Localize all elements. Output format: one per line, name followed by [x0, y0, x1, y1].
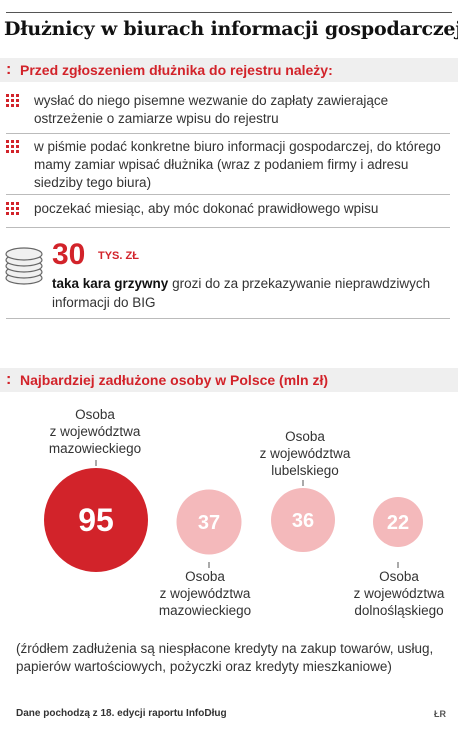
section-marker-icon: :: [6, 61, 12, 78]
fine-description: taka kara grzywny grozi do za przekazywa…: [52, 274, 442, 312]
bubble-label-line: z województwa: [259, 446, 351, 461]
bubble-1: [176, 489, 242, 555]
section-marker-icon: :: [6, 371, 12, 388]
top-rule: [6, 12, 452, 13]
list-item: w piśmie podać konkretne biuro informacj…: [6, 138, 452, 194]
fine-amount: 30: [52, 238, 86, 271]
bubble-value-1: 37: [198, 512, 220, 534]
source-note: Dane pochodzą z 18. edycji raportu InfoD…: [16, 708, 227, 719]
list-item-text: wysłać do niego pisemne wezwanie do zapł…: [34, 93, 389, 126]
divider: [6, 227, 450, 228]
list-item-text: w piśmie podać konkretne biuro informacj…: [34, 139, 441, 190]
section1-header: : Przed zgłoszeniem dłużnika do rejestru…: [0, 58, 458, 82]
bubble-label-line: dolnośląskiego: [354, 603, 444, 618]
grid-bullet-icon: [6, 94, 19, 107]
list-item: poczekać miesiąc, aby móc dokonać prawid…: [6, 200, 452, 220]
section1-header-text: Przed zgłoszeniem dłużnika do rejestru n…: [20, 62, 333, 78]
bubble-label-line: Osoba: [285, 429, 325, 444]
bubble-2: [271, 488, 335, 552]
bubble-label-line: z województwa: [159, 586, 251, 601]
list-item-text: poczekać miesiąc, aby móc dokonać prawid…: [34, 201, 379, 216]
bubble-0: [44, 468, 148, 572]
bubble-label-0: Osoba z województwa mazowieckiego: [30, 406, 160, 457]
divider: [6, 194, 450, 195]
author-credit: ŁR: [434, 709, 446, 719]
grid-bullet-icon: [6, 140, 19, 153]
bubble-label-line: Osoba: [379, 569, 419, 584]
list-item: wysłać do niego pisemne wezwanie do zapł…: [6, 92, 452, 132]
fine-rest: grozi do za przekazywanie nieprawdziwych…: [52, 276, 431, 310]
bubble-label-2: Osoba z województwa lubelskiego: [240, 428, 370, 479]
divider: [6, 133, 450, 134]
bubble-label-line: lubelskiego: [271, 463, 339, 478]
fine-bold: taka kara grzywny: [52, 276, 169, 291]
bubble-value-2: 36: [292, 510, 314, 532]
section2-header-text: Najbardziej zadłużone osoby w Polsce (ml…: [20, 372, 329, 388]
bubble-label-line: z województwa: [49, 424, 141, 439]
bubble-label-line: mazowieckiego: [158, 603, 252, 618]
bubble-label-3: Osoba z województwa dolnośląskiego: [334, 568, 458, 619]
footnote: (źródłem zadłużenia są niespłacone kredy…: [16, 641, 434, 674]
bubble-label-1: Osoba z województwa mazowieckiego: [140, 568, 270, 619]
bubble-label-line: Osoba: [75, 407, 115, 422]
divider: [6, 318, 450, 319]
bubble-label-line: Osoba: [185, 569, 225, 584]
grid-bullet-icon: [6, 202, 19, 215]
coins-icon: [5, 247, 43, 285]
bubble-label-line: mazowieckiego: [48, 441, 142, 456]
bubble-3: [373, 497, 423, 547]
fine-unit: TYS. ZŁ: [98, 250, 139, 262]
section2-header: : Najbardziej zadłużone osoby w Polsce (…: [0, 368, 458, 392]
bubble-label-line: z województwa: [353, 586, 445, 601]
bubble-value-3: 22: [387, 512, 409, 534]
page-title: Dłużnicy w biurach informacji gospodarcz…: [4, 18, 458, 40]
bubble-value-0: 95: [78, 502, 114, 538]
